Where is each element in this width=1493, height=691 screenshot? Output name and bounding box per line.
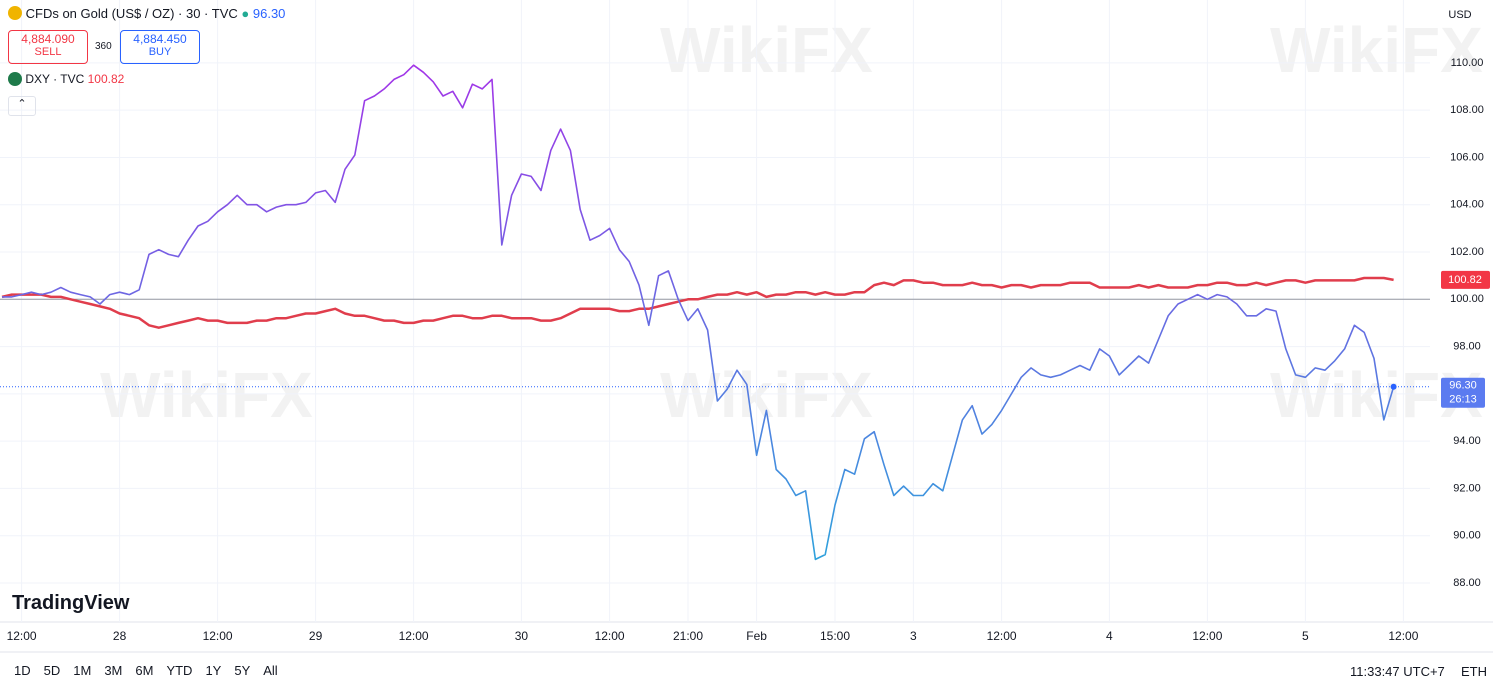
timeframes: 1D 5D 1M 3M 6M YTD 1Y 5Y All (14, 663, 291, 678)
y-tick-label: 90.00 (1453, 530, 1481, 542)
last-point (1390, 383, 1397, 390)
watermark: WikiFX (660, 359, 873, 431)
x-tick-label: 15:00 (820, 629, 850, 643)
y-tick-label: 108.00 (1450, 104, 1484, 116)
watermark: WikiFX (100, 359, 313, 431)
spread: 360 (95, 41, 112, 52)
x-tick-label: 5 (1302, 629, 1309, 643)
x-tick-label: 12:00 (1192, 629, 1222, 643)
y-tick-label: 104.00 (1450, 199, 1484, 211)
timeframe-button[interactable]: 1Y (205, 663, 222, 678)
clock: 11:33:47 UTC+7 (1350, 664, 1445, 679)
session[interactable]: ETH (1461, 664, 1487, 679)
timeframe-button[interactable]: 1M (73, 663, 92, 678)
price-badge (1441, 270, 1490, 289)
timeframe-button[interactable]: 6M (135, 663, 154, 678)
timeframe-button[interactable]: 5Y (234, 663, 251, 678)
price-badge (1441, 377, 1485, 408)
dxy-icon (8, 72, 22, 86)
timeframe-button[interactable]: 5D (43, 663, 61, 678)
legend-name: CFDs on Gold (US$ / OZ) · 30 · TVC (25, 6, 238, 21)
buy-button[interactable]: 4,884.450 BUY (120, 30, 200, 64)
legend-main[interactable]: CFDs on Gold (US$ / OZ) · 30 · TVC ● 96.… (8, 6, 285, 21)
x-tick-label: 21:00 (673, 629, 703, 643)
y-tick-label: 106.00 (1450, 151, 1484, 163)
x-tick-label: 30 (515, 629, 529, 643)
gold-icon (8, 6, 22, 20)
x-tick-label: 29 (309, 629, 323, 643)
currency[interactable]: USD (1448, 9, 1471, 21)
last-value: 100.82 (87, 72, 125, 86)
y-tick-label: 92.00 (1453, 482, 1481, 494)
sell-button[interactable]: 4,884.090 SELL (8, 30, 88, 64)
y-tick-label: 100.00 (1450, 293, 1484, 305)
status-dot: ● (241, 6, 250, 21)
x-tick-label: 12:00 (399, 629, 429, 643)
x-tick-label: 4 (1106, 629, 1113, 643)
x-tick-label: 3 (910, 629, 917, 643)
timeframe-button[interactable]: All (263, 663, 278, 678)
x-tick-label: Feb (746, 629, 767, 643)
collapse-button[interactable]: ⌃ (8, 96, 36, 116)
sell-label: SELL (34, 46, 62, 58)
x-tick-label: 12:00 (203, 629, 233, 643)
watermark: WikiFX (660, 14, 873, 86)
y-tick-label: 102.00 (1450, 246, 1484, 258)
x-tick-label: 28 (113, 629, 127, 643)
timeframe-button[interactable]: 3M (104, 663, 123, 678)
timeframe-button[interactable]: 1D (14, 663, 31, 678)
y-tick-label: 94.00 (1453, 435, 1481, 447)
sell-price: 4,884.090 (21, 32, 75, 46)
watermark: WikiFX (1270, 14, 1483, 86)
buy-label: BUY (148, 46, 172, 58)
x-tick-label: 12:00 (7, 629, 37, 643)
legend-dxy[interactable]: DXY · TVC 100.82 (8, 72, 124, 86)
x-tick-label: 12:00 (595, 629, 625, 643)
brand: TradingView (12, 592, 130, 614)
price-badge-label: 100.82 (1448, 274, 1482, 286)
price-badge-label: 96.30 (1449, 380, 1477, 392)
timeframe-button[interactable]: YTD (166, 663, 193, 678)
x-tick-label: 12:00 (1388, 629, 1418, 643)
y-tick-label: 98.00 (1453, 340, 1481, 352)
legend-name: DXY · TVC (25, 72, 85, 86)
last-value: 96.30 (252, 6, 286, 21)
countdown: 26:13 (1449, 394, 1477, 406)
series-line (2, 64, 1395, 561)
series-line (1, 276, 1394, 329)
x-tick-label: 12:00 (987, 629, 1017, 643)
y-tick-label: 110.00 (1451, 57, 1484, 69)
y-tick-label: 88.00 (1453, 577, 1481, 589)
buy-price: 4,884.450 (133, 32, 187, 46)
